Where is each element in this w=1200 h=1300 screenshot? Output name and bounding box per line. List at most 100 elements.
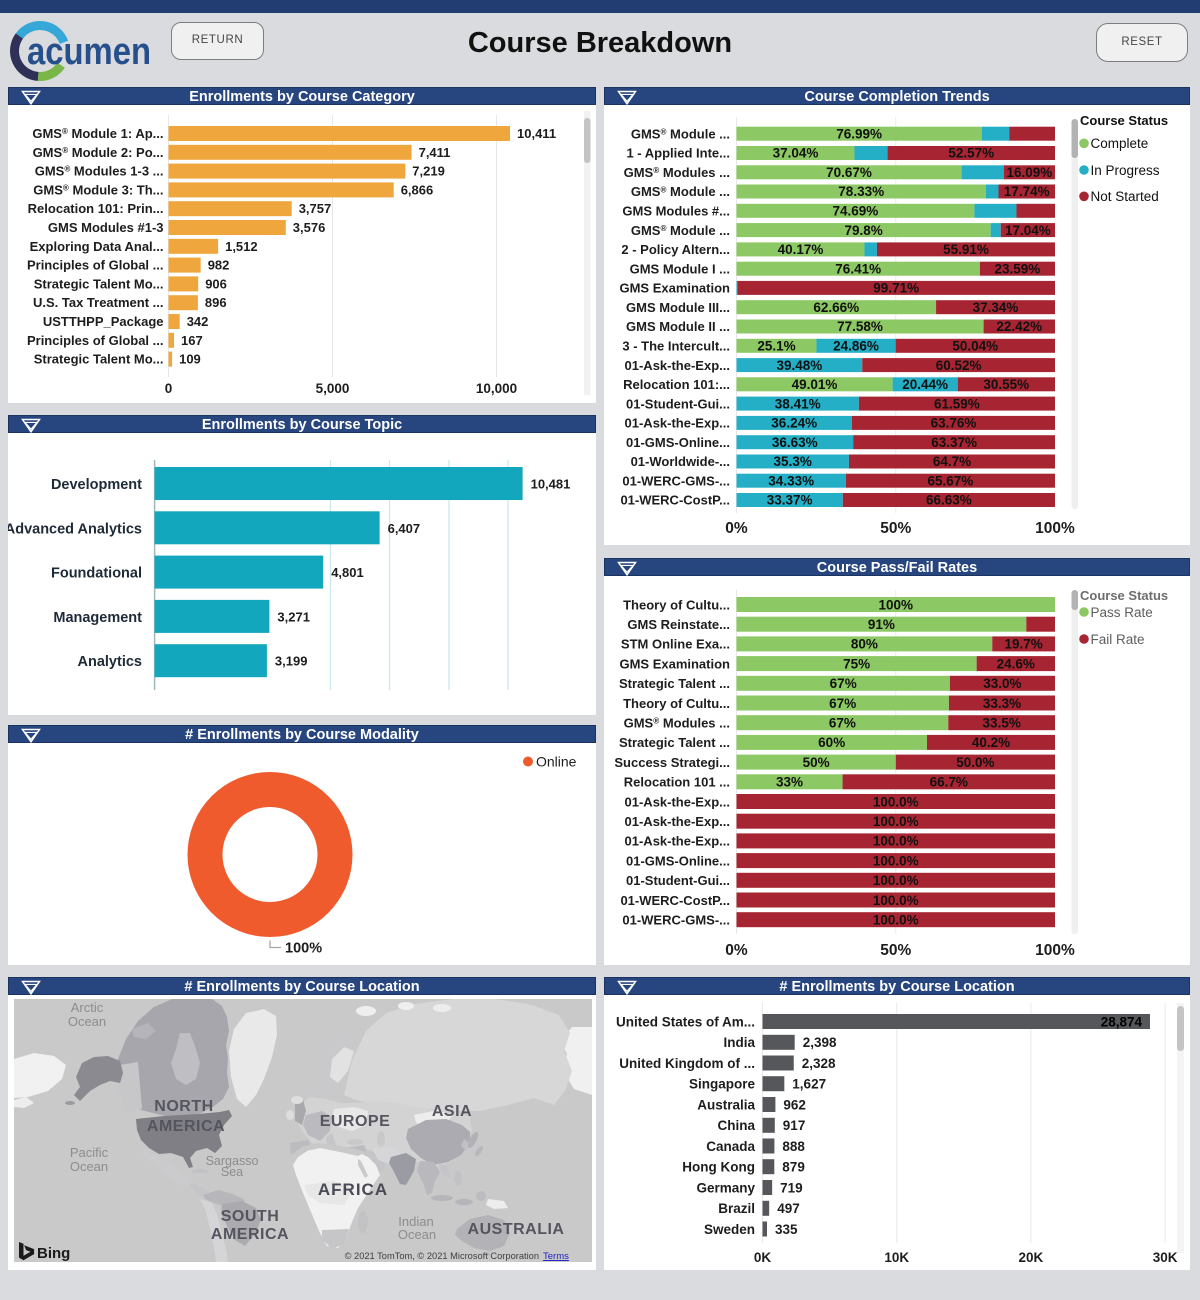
svg-text:24.6%: 24.6% [997, 656, 1035, 671]
svg-text:62.66%: 62.66% [813, 300, 859, 315]
svg-text:GMS Modules #...: GMS Modules #... [622, 204, 730, 219]
svg-text:39.48%: 39.48% [777, 358, 823, 373]
svg-text:AFRICA: AFRICA [318, 1180, 388, 1199]
svg-text:Arctic: Arctic [71, 1000, 104, 1015]
svg-text:33.5%: 33.5% [983, 716, 1021, 731]
svg-text:20K: 20K [1019, 1250, 1044, 1265]
svg-text:76.41%: 76.41% [835, 261, 881, 276]
svg-text:0%: 0% [725, 942, 748, 959]
svg-text:2,398: 2,398 [803, 1035, 837, 1050]
svg-text:01-Ask-the-Exp...: 01-Ask-the-Exp... [625, 834, 730, 849]
svg-text:70.67%: 70.67% [826, 165, 872, 180]
svg-text:3 - The Intercult...: 3 - The Intercult... [622, 339, 730, 354]
svg-text:AMERICA: AMERICA [147, 1118, 225, 1135]
svg-text:01-Ask-the-Exp...: 01-Ask-the-Exp... [625, 358, 730, 373]
svg-text:19.7%: 19.7% [1004, 637, 1042, 652]
svg-text:67%: 67% [829, 716, 856, 731]
svg-text:100%: 100% [285, 941, 322, 957]
svg-text:Pass Rate: Pass Rate [1091, 605, 1153, 620]
svg-text:Advanced Analytics: Advanced Analytics [8, 521, 142, 537]
svg-text:52.57%: 52.57% [948, 146, 994, 161]
svg-text:61.59%: 61.59% [934, 396, 980, 411]
svg-text:SOUTH: SOUTH [221, 1208, 280, 1225]
svg-text:36.63%: 36.63% [772, 435, 818, 450]
svg-text:Course Status: Course Status [1080, 588, 1168, 603]
svg-text:109: 109 [179, 352, 201, 367]
svg-text:7,219: 7,219 [412, 164, 445, 179]
svg-text:66.63%: 66.63% [926, 493, 972, 508]
svg-text:© 2021 TomTom, © 2021 Microsof: © 2021 TomTom, © 2021 Microsoft Corporat… [345, 1251, 539, 1261]
svg-text:4,801: 4,801 [331, 565, 364, 580]
svg-text:16.09%: 16.09% [1007, 165, 1053, 180]
svg-text:Sargasso: Sargasso [206, 1154, 259, 1168]
svg-text:01-GMS-Online...: 01-GMS-Online... [626, 435, 730, 450]
svg-text:5,000: 5,000 [316, 381, 350, 396]
svg-text:Principles of Global ...: Principles of Global ... [27, 333, 164, 348]
svg-text:50.0%: 50.0% [956, 755, 994, 770]
svg-text:7,411: 7,411 [419, 145, 451, 160]
svg-text:2,328: 2,328 [802, 1056, 836, 1071]
svg-text:GMS® Module ...: GMS® Module ... [631, 223, 730, 238]
svg-text:Sea: Sea [221, 1165, 243, 1179]
svg-text:U.S. Tax Treatment ...: U.S. Tax Treatment ... [33, 295, 164, 310]
svg-text:GMS Module III...: GMS Module III... [626, 300, 730, 315]
svg-text:Sweden: Sweden [704, 1222, 755, 1237]
svg-text:Relocation 101: Prin...: Relocation 101: Prin... [28, 201, 164, 216]
svg-text:24.86%: 24.86% [833, 339, 879, 354]
svg-text:33.37%: 33.37% [767, 493, 813, 508]
svg-text:719: 719 [780, 1180, 803, 1195]
svg-text:75%: 75% [843, 656, 870, 671]
svg-text:22.42%: 22.42% [996, 319, 1042, 334]
svg-text:GMS Module I ...: GMS Module I ... [630, 261, 730, 276]
svg-text:36.24%: 36.24% [771, 416, 817, 431]
svg-text:60%: 60% [818, 735, 845, 750]
svg-text:100.0%: 100.0% [873, 913, 919, 928]
svg-text:76.99%: 76.99% [836, 126, 882, 141]
svg-text:Hong Kong: Hong Kong [682, 1160, 755, 1175]
svg-text:99.71%: 99.71% [873, 281, 919, 296]
svg-text:Analytics: Analytics [78, 654, 142, 670]
svg-text:Strategic Talent Mo...: Strategic Talent Mo... [34, 352, 164, 367]
svg-text:2 - Policy Altern...: 2 - Policy Altern... [621, 242, 730, 257]
svg-text:3,271: 3,271 [277, 609, 310, 624]
svg-text:GMS® Modules ...: GMS® Modules ... [624, 165, 730, 180]
svg-text:63.76%: 63.76% [931, 416, 977, 431]
svg-text:35.3%: 35.3% [774, 454, 812, 469]
svg-text:28,874: 28,874 [1101, 1014, 1143, 1029]
svg-text:Relocation 101:...: Relocation 101:... [623, 377, 730, 392]
svg-text:GMS® Module 3: Th...: GMS® Module 3: Th... [33, 182, 163, 197]
svg-text:Strategic Talent Mo...: Strategic Talent Mo... [34, 276, 164, 291]
svg-text:962: 962 [783, 1097, 806, 1112]
svg-text:896: 896 [205, 295, 227, 310]
svg-text:0K: 0K [754, 1250, 772, 1265]
svg-text:01-WERC-CostP...: 01-WERC-CostP... [620, 493, 730, 508]
svg-text:Principles of Global ...: Principles of Global ... [27, 258, 164, 273]
svg-text:Indian: Indian [398, 1214, 433, 1229]
svg-text:335: 335 [775, 1222, 798, 1237]
svg-text:GMS® Modules 1-3 ...: GMS® Modules 1-3 ... [35, 164, 164, 179]
svg-text:EUROPE: EUROPE [320, 1113, 391, 1130]
svg-text:37.04%: 37.04% [773, 146, 819, 161]
svg-text:Pacific: Pacific [70, 1145, 109, 1160]
svg-text:NORTH: NORTH [154, 1098, 213, 1115]
svg-text:17.04%: 17.04% [1005, 223, 1051, 238]
svg-text:Australia: Australia [697, 1097, 755, 1112]
svg-text:3,757: 3,757 [299, 201, 332, 216]
svg-text:Relocation 101 ...: Relocation 101 ... [624, 775, 730, 790]
svg-text:100.0%: 100.0% [873, 853, 919, 868]
svg-text:Ocean: Ocean [68, 1014, 106, 1029]
svg-text:100.0%: 100.0% [873, 794, 919, 809]
svg-text:917: 917 [783, 1118, 806, 1133]
svg-text:1,627: 1,627 [792, 1077, 826, 1092]
svg-text:879: 879 [782, 1160, 805, 1175]
svg-text:AMERICA: AMERICA [211, 1226, 289, 1243]
svg-text:3,576: 3,576 [293, 220, 326, 235]
svg-text:342: 342 [187, 314, 209, 329]
svg-text:Management: Management [53, 610, 142, 626]
svg-text:Germany: Germany [696, 1180, 755, 1195]
svg-text:0: 0 [165, 381, 173, 396]
svg-text:USTTHPP_Package: USTTHPP_Package [43, 314, 164, 329]
svg-text:Theory of Cultu...: Theory of Cultu... [623, 696, 730, 711]
svg-text:3,199: 3,199 [275, 654, 308, 669]
svg-text:GMS Examination: GMS Examination [619, 281, 730, 296]
